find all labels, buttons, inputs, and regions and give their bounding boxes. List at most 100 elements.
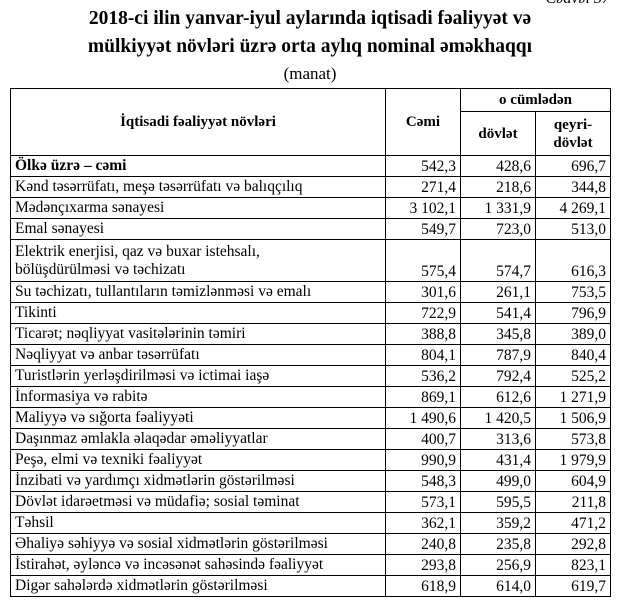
- table-row: Ticarət; nəqliyyat vasitələrinin təmiri 3…: [10, 323, 612, 345]
- activity-cell: Tikinti: [10, 302, 386, 324]
- value-cell: 1 979,9: [534, 449, 612, 471]
- value-cell: 313,6: [460, 428, 536, 450]
- value-cell: 292,8: [534, 533, 612, 555]
- activity-label: Ölkə üzrə – cəmi: [15, 157, 127, 174]
- value-cell: 1 490,6: [385, 407, 461, 429]
- value-cell: 542,3: [385, 155, 461, 177]
- value-cell: 431,4: [460, 449, 536, 471]
- title: mülkiyyət növləri üzrə orta aylıq nomina…: [87, 36, 533, 57]
- value-cell: 696,7: [534, 155, 612, 177]
- activity-cell: Ticarət; nəqliyyat vasitələrinin təmiri: [10, 323, 386, 345]
- value-cell: 604,9: [534, 470, 612, 492]
- value-cell: 388,8: [385, 323, 461, 345]
- value-cell: 723,0: [460, 218, 536, 240]
- activity-label: Turistlərin yerləşdirilməsi və ictimai i…: [15, 367, 270, 384]
- value-cell: 428,6: [460, 155, 536, 177]
- activity-label: Peşə, elmi və texniki fəaliyyət: [15, 451, 203, 468]
- activity-label: Maliyyə və sığorta fəaliyyəti: [15, 409, 194, 426]
- table-row: İnformasiya və rabitə 869,1 612,6 1 271,9: [10, 386, 612, 408]
- activity-cell: Daşınmaz əmlakla əlaqədar əməliyyatlar: [10, 428, 386, 450]
- value-cell: 869,1: [385, 386, 461, 408]
- value-cell: 618,9: [385, 575, 461, 597]
- value-cell: 595,5: [460, 491, 536, 513]
- activity-label: Nəqliyyat və anbar təsərrüfatı: [15, 346, 200, 363]
- value-cell: 990,9: [385, 449, 461, 471]
- value-cell: 840,4: [534, 344, 612, 366]
- value-cell: 4 269,1: [534, 197, 612, 219]
- wage-table: İqtisadi fəaliyyət növləri Cəmi o cümləd…: [10, 88, 612, 597]
- value-cell: 471,2: [534, 512, 612, 534]
- activity-label: Digər sahələrdə xidmətlərin göstərilməsi: [15, 577, 268, 594]
- header-cell: İqtisadi fəaliyyət növləri: [10, 88, 386, 156]
- activity-cell: Əhaliyə səhiyyə və sosial xidmətlərin gö…: [10, 533, 386, 555]
- activity-cell: Təhsil: [10, 512, 386, 534]
- activity-label: İnformasiya və rabitə: [15, 388, 148, 405]
- table-body: Ölkə üzrə – cəmi 542,3 428,6 696,7 Kənd təsə…: [10, 155, 612, 597]
- value-cell: 549,7: [385, 218, 461, 240]
- value-cell: 3 102,1: [385, 197, 461, 219]
- table-row: Tikinti 722,9 541,4 796,9: [10, 302, 612, 324]
- table-row: Emal sənayesi 549,7 723,0 513,0: [10, 218, 612, 240]
- table-number: Cədvəl 37: [546, 0, 610, 8]
- activity-cell: Maliyyə və sığorta fəaliyyəti: [10, 407, 386, 429]
- table-row: Nəqliyyat və anbar təsərrüfatı 804,1 787,9…: [10, 344, 612, 366]
- activity-cell: Su təchizatı, tullantıların təmizlənməsi…: [10, 281, 386, 303]
- value-cell: 261,1: [460, 281, 536, 303]
- activity-cell: İnformasiya və rabitə: [10, 386, 386, 408]
- value-cell: 301,6: [385, 281, 461, 303]
- value-cell: 271,4: [385, 176, 461, 198]
- value-cell: 344,8: [534, 176, 612, 198]
- activity-cell: Emal sənayesi: [10, 218, 386, 240]
- unit: (manat): [283, 64, 337, 83]
- table-row: Əhaliyə səhiyyə və sosial xidmətlərin gö…: [10, 533, 612, 555]
- activity-label: Ticarət; nəqliyyat vasitələrinin təmiri: [15, 325, 246, 342]
- value-cell: 792,4: [460, 365, 536, 387]
- table-row: Ölkə üzrə – cəmi 542,3 428,6 696,7: [10, 155, 612, 177]
- activity-label: Əhaliyə səhiyyə və sosial xidmətlərin gö…: [15, 535, 328, 552]
- value-cell: 823,1: [534, 554, 612, 576]
- value-cell: 240,8: [385, 533, 461, 555]
- activity-cell: Peşə, elmi və texniki fəaliyyət: [10, 449, 386, 471]
- header-cell: qeyri-dövlət: [534, 111, 612, 156]
- value-cell: 499,0: [460, 470, 536, 492]
- table-row: Su təchizatı, tullantıların təmizlənməsi…: [10, 281, 612, 303]
- value-cell: 293,8: [385, 554, 461, 576]
- table-row: İstirahət, əyləncə və incəsənət sahəsind…: [10, 554, 612, 576]
- value-cell: 400,7: [385, 428, 461, 450]
- value-cell: 612,6: [460, 386, 536, 408]
- activity-label: Təhsil: [15, 514, 54, 531]
- value-cell: 536,2: [385, 365, 461, 387]
- value-cell: 796,9: [534, 302, 612, 324]
- activity-label: Tikinti: [15, 304, 57, 321]
- value-cell: 616,3: [534, 239, 612, 282]
- activity-label: Elektrik enerjisi, qaz və buxar istehsal…: [15, 242, 260, 278]
- value-cell: 389,0: [534, 323, 612, 345]
- value-cell: 235,8: [460, 533, 536, 555]
- activity-cell: İnzibati və yardımçı xidmətlərin göstəri…: [10, 470, 386, 492]
- value-cell: 573,8: [534, 428, 612, 450]
- activity-label: Daşınmaz əmlakla əlaqədar əməliyyatlar: [15, 430, 268, 447]
- value-cell: 362,1: [385, 512, 461, 534]
- activity-cell: Nəqliyyat və anbar təsərrüfatı: [10, 344, 386, 366]
- table-row: Mədənçıxarma sənayesi 3 102,1 1 331,9 4 269…: [10, 197, 612, 219]
- value-cell: 211,8: [534, 491, 612, 513]
- value-cell: 614,0: [460, 575, 536, 597]
- table-row: Kənd təsərrüfatı, meşə təsərrüfatı və ba…: [10, 176, 612, 198]
- table-row: Maliyyə və sığorta fəaliyyəti 1 490,6 1 42…: [10, 407, 612, 429]
- value-cell: 575,4: [385, 239, 461, 282]
- activity-cell: Kənd təsərrüfatı, meşə təsərrüfatı və ba…: [10, 176, 386, 198]
- activity-label: İnzibati və yardımçı xidmətlərin göstəri…: [15, 472, 295, 489]
- value-cell: 256,9: [460, 554, 536, 576]
- activity-cell: Mədənçıxarma sənayesi: [10, 197, 386, 219]
- value-cell: 345,8: [460, 323, 536, 345]
- value-cell: 513,0: [534, 218, 612, 240]
- activity-cell: İstirahət, əyləncə və incəsənət sahəsind…: [10, 554, 386, 576]
- value-cell: 541,4: [460, 302, 536, 324]
- value-cell: 548,3: [385, 470, 461, 492]
- value-cell: 804,1: [385, 344, 461, 366]
- activity-label: Su təchizatı, tullantıların təmizlənməsi…: [15, 283, 312, 300]
- header-cell: Cəmi: [385, 88, 461, 156]
- value-cell: 787,9: [460, 344, 536, 366]
- value-cell: 1 271,9: [534, 386, 612, 408]
